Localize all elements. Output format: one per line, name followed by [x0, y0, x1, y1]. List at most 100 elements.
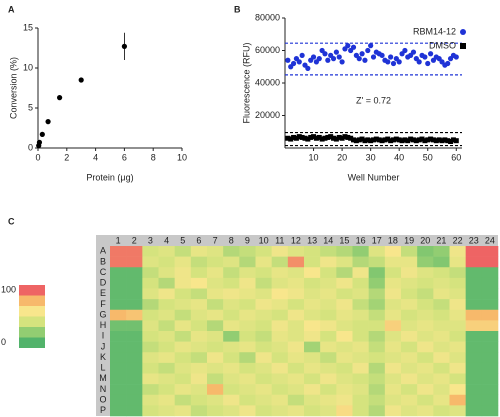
heatmap-cell — [384, 299, 402, 311]
colorbar-swatch — [19, 327, 45, 338]
heatmap-cell — [287, 384, 305, 396]
heatmap-cell — [287, 341, 305, 353]
point — [359, 51, 365, 57]
heatmap-cell — [207, 309, 224, 321]
heatmap-cell — [465, 331, 483, 342]
heatmap-cell — [433, 320, 450, 332]
heatmap-cell — [126, 341, 143, 353]
point — [439, 138, 445, 144]
heatmap-cell — [174, 394, 192, 406]
point — [448, 139, 454, 144]
point — [322, 135, 328, 141]
heatmap-cell — [481, 341, 499, 353]
heatmap-cell — [239, 277, 256, 289]
heatmap-cell — [271, 267, 289, 279]
x-tick-label: 50 — [423, 152, 433, 162]
column-label: 6 — [196, 235, 201, 245]
heatmap-cell — [320, 405, 337, 417]
point — [290, 60, 297, 67]
x-axis-title: Well Number — [348, 172, 400, 182]
heatmap-cell — [239, 267, 256, 279]
heatmap-cell — [126, 331, 143, 342]
heatmap-cell — [401, 405, 418, 417]
heatmap-cell — [239, 288, 256, 300]
column-label: 11 — [275, 235, 284, 245]
heatmap-cell — [158, 394, 175, 406]
heatmap-cell — [223, 267, 240, 279]
heatmap-cell — [142, 256, 159, 268]
point — [359, 136, 365, 142]
point — [57, 95, 63, 101]
heatmap-cell — [110, 246, 127, 257]
point — [356, 137, 362, 143]
heatmap-cell — [158, 405, 175, 417]
panel-label: C — [8, 216, 15, 226]
heatmap-cell — [271, 331, 289, 342]
heatmap-cell — [174, 331, 192, 342]
heatmap-cell — [465, 246, 483, 257]
heatmap-cell — [158, 384, 175, 396]
heatmap-cell — [352, 288, 369, 300]
heatmap-cell — [207, 331, 224, 342]
point — [453, 54, 459, 60]
heatmap-cell — [401, 309, 418, 321]
heatmap-cell — [352, 384, 369, 396]
column-label: 20 — [420, 235, 430, 245]
heatmap-cell — [142, 277, 159, 289]
legend-marker — [460, 43, 466, 49]
heatmap-cell — [110, 405, 127, 417]
heatmap-cell — [368, 341, 386, 353]
heatmap-cell — [223, 352, 240, 364]
heatmap-cell — [336, 373, 353, 385]
heatmap-cell — [126, 256, 143, 268]
heatmap-cell — [110, 267, 127, 279]
point — [379, 138, 385, 144]
heatmap-cell — [320, 362, 337, 374]
y-tick-label: 10 — [23, 62, 33, 72]
heatmap-cell — [401, 362, 418, 374]
heatmap-cell — [287, 320, 305, 332]
heatmap-cell — [304, 341, 321, 353]
heatmap-cell — [368, 288, 386, 300]
colorbar-swatch — [19, 337, 45, 348]
row-label: O — [99, 394, 106, 404]
heatmap-cell — [417, 405, 434, 417]
colorbar-swatch — [19, 306, 45, 317]
heatmap-cell — [207, 405, 224, 417]
heatmap-cell — [401, 331, 418, 342]
panel-label: B — [234, 4, 241, 14]
heatmap-cell — [174, 362, 192, 374]
heatmap-cell — [158, 267, 175, 279]
heatmap-cell — [336, 256, 353, 268]
heatmap-cell — [158, 352, 175, 364]
heatmap-cell — [255, 341, 272, 353]
heatmap-cell — [417, 256, 434, 268]
heatmap-cell — [320, 373, 337, 385]
heatmap-cell — [142, 362, 159, 374]
heatmap-cell — [320, 277, 337, 289]
heatmap-cell — [110, 373, 127, 385]
heatmap-cell — [255, 256, 272, 268]
heatmap-cell — [384, 320, 402, 332]
heatmap-cell — [465, 352, 483, 364]
heatmap-cell — [481, 288, 499, 300]
heatmap-cell — [304, 320, 321, 332]
point — [416, 59, 422, 65]
heatmap-cell — [190, 352, 208, 364]
y-tick-label: 80000 — [255, 12, 280, 22]
heatmap-cell — [352, 362, 369, 374]
heatmap-cell — [433, 288, 450, 300]
heatmap-cell — [433, 256, 450, 268]
heatmap-cell — [304, 288, 321, 300]
heatmap-cell — [223, 277, 240, 289]
heatmap-cell — [223, 309, 240, 321]
heatmap-cell — [368, 405, 386, 417]
heatmap-cell — [126, 384, 143, 396]
heatmap-cell — [287, 373, 305, 385]
row-label: N — [100, 384, 107, 394]
point — [388, 138, 394, 144]
x-tick-label: 0 — [35, 152, 40, 162]
column-label: 18 — [388, 235, 398, 245]
heatmap-cell — [110, 299, 127, 311]
point — [331, 135, 337, 141]
